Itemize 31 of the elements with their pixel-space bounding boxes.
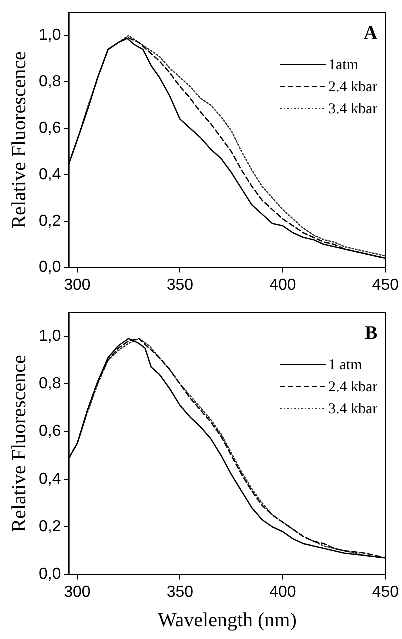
annotation: A [364, 23, 378, 44]
y-tick-label: 0,4 [38, 470, 62, 488]
y-tick-label: 0,6 [38, 423, 62, 440]
y-axis-title: Relative Fluorescence [8, 52, 30, 229]
legend-label: 3.4 kbar [328, 402, 378, 418]
x-tick-label: 300 [64, 276, 91, 294]
y-tick-label: 0,8 [38, 376, 62, 393]
y-tick-label: 0,4 [38, 166, 62, 184]
y-tick-label: 0,8 [38, 74, 62, 91]
x-tick-label: 350 [166, 584, 194, 601]
y-tick-label: 1,0 [38, 27, 62, 44]
x-tick-label: 400 [270, 276, 296, 294]
y-tick-label: 0,0 [38, 566, 62, 584]
legend-label: 2.4 kbar [328, 80, 378, 96]
x-tick-label: 350 [166, 276, 194, 294]
y-tick-label: 0,0 [38, 259, 62, 276]
legend-label: 1 atm [328, 358, 363, 374]
legend-label: 3.4 kbar [328, 102, 378, 118]
y-axis-title: Relative Fluorescence [8, 355, 30, 532]
y-tick-label: 0,6 [38, 120, 62, 138]
legend-label: 2.4 kbar [328, 380, 378, 396]
y-tick-label: 1,0 [38, 328, 62, 345]
y-tick-label: 0,2 [38, 518, 62, 536]
x-axis-title: Wavelength (nm) [158, 609, 297, 632]
y-tick-label: 0,2 [38, 212, 62, 230]
x-tick-label: 450 [372, 584, 400, 601]
x-tick-label: 300 [64, 584, 91, 601]
x-tick-label: 400 [270, 584, 296, 601]
annotation: B [364, 323, 378, 344]
legend-label: 1atm [328, 58, 359, 74]
x-tick-label: 450 [372, 276, 400, 294]
